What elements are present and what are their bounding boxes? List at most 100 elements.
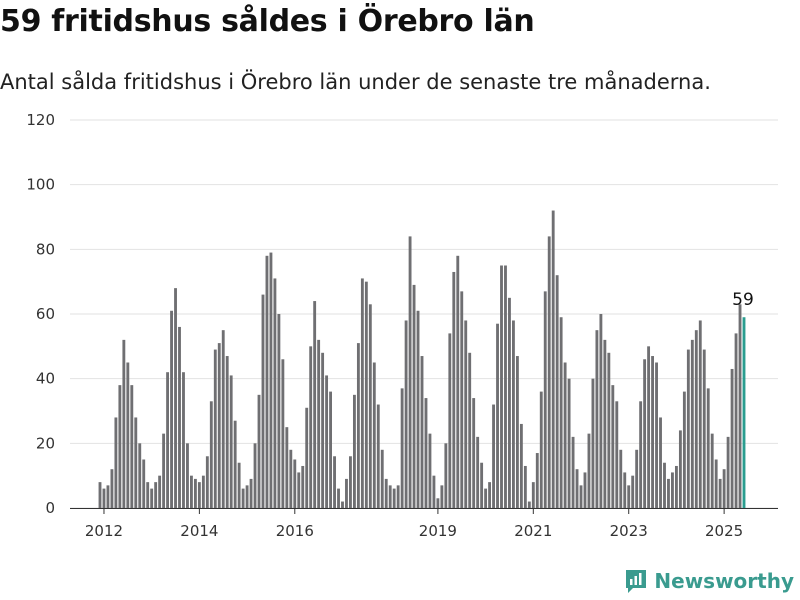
- bar: [265, 255, 269, 508]
- bar: [424, 398, 428, 508]
- bar: [694, 330, 698, 508]
- bar: [603, 339, 607, 508]
- bar: [611, 385, 615, 508]
- bar: [352, 394, 356, 508]
- bar: [615, 401, 619, 508]
- bar: [631, 475, 635, 508]
- bar: [178, 326, 181, 508]
- bar: [659, 417, 662, 508]
- y-tick-label: 120: [26, 111, 55, 129]
- bar: [448, 333, 452, 508]
- bar: [671, 472, 674, 508]
- bar: [154, 482, 158, 508]
- bar: [333, 456, 336, 508]
- bar: [428, 433, 432, 508]
- bar: [663, 462, 666, 508]
- bar: [647, 346, 651, 508]
- bar: [444, 443, 448, 508]
- bar: [440, 485, 444, 508]
- bar: [404, 320, 408, 508]
- bar: [579, 485, 583, 508]
- y-axis-ticks: 0 20 40 60 80 100 120: [26, 111, 55, 517]
- bar: [420, 356, 424, 508]
- bar: [130, 385, 134, 508]
- bar: [599, 314, 603, 508]
- bar: [193, 478, 197, 508]
- bar: [341, 501, 344, 508]
- bar: [734, 333, 738, 508]
- bar: [114, 417, 118, 508]
- bar: [702, 349, 706, 508]
- bar: [607, 352, 611, 508]
- bar: [480, 462, 484, 508]
- bar: [301, 465, 305, 508]
- bar: [337, 488, 340, 508]
- bar: [492, 404, 495, 508]
- bar: [364, 281, 368, 508]
- bar: [205, 456, 209, 508]
- bar: [575, 469, 579, 508]
- bar: [360, 278, 364, 508]
- bar: [519, 423, 523, 508]
- bar: [217, 343, 221, 508]
- bar: [162, 433, 166, 508]
- bar: [392, 488, 396, 508]
- x-tick-label: 2021: [514, 522, 552, 540]
- bar: [464, 320, 468, 508]
- bar: [432, 475, 436, 508]
- bar: [496, 323, 499, 508]
- bar: [257, 394, 261, 508]
- bar: [718, 478, 722, 508]
- bar: [345, 478, 348, 508]
- x-tick-label: 2016: [276, 522, 314, 540]
- y-tick-label: 60: [36, 305, 55, 323]
- bar: [627, 485, 631, 508]
- bar: [293, 459, 297, 508]
- bar: [571, 436, 575, 508]
- bar: [201, 475, 205, 508]
- bar: [388, 485, 392, 508]
- bar: [698, 320, 702, 508]
- bar: [396, 485, 400, 508]
- bar: [539, 391, 543, 508]
- bar: [186, 443, 189, 508]
- bar: [508, 297, 511, 508]
- bar: [543, 291, 547, 508]
- bar: [468, 352, 472, 508]
- bar: [674, 465, 678, 508]
- x-axis: 2012 2014 2016 2019 2021 2023 2025: [70, 508, 778, 540]
- bar: [587, 433, 591, 508]
- y-tick-label: 40: [36, 370, 55, 388]
- bar: [639, 401, 643, 508]
- bar: [535, 453, 539, 508]
- bar: [253, 443, 257, 508]
- bar: [273, 278, 277, 508]
- bar: [376, 404, 380, 508]
- bar: [118, 385, 122, 508]
- bar: [313, 301, 317, 508]
- bar: [547, 236, 551, 508]
- bar: [635, 449, 639, 508]
- bar: [400, 388, 404, 508]
- bar: [368, 304, 372, 508]
- x-tick-label: 2014: [180, 522, 218, 540]
- bar: [531, 482, 535, 508]
- bar: [321, 352, 325, 508]
- bar: [126, 362, 130, 508]
- bar: [106, 485, 110, 508]
- bar: [110, 469, 114, 508]
- chart-subtitle: Antal sålda fritidshus i Örebro län unde…: [0, 70, 711, 94]
- bar: [213, 349, 217, 508]
- bar: [261, 294, 265, 508]
- bars: [98, 210, 746, 509]
- bar: [412, 284, 416, 508]
- bar-latest: [742, 317, 746, 508]
- bar: [551, 210, 555, 509]
- bar: [142, 459, 146, 508]
- bar: [229, 375, 233, 508]
- newsworthy-logo: Newsworthy: [624, 568, 794, 594]
- bar: [710, 433, 714, 508]
- latest-value-label: 59: [732, 290, 754, 310]
- chart-title: 59 fritidshus såldes i Örebro län: [0, 4, 535, 39]
